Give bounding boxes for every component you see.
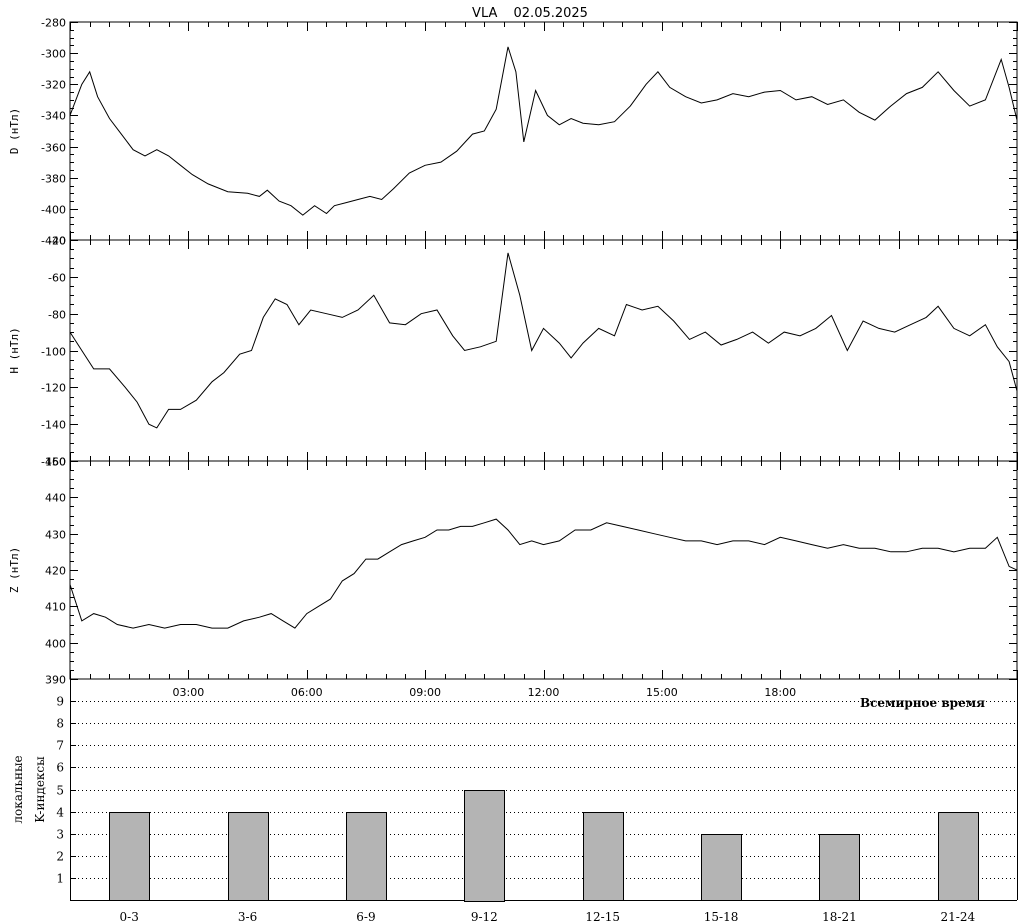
- y-tick-label: 410: [45, 601, 66, 614]
- k-category-label: 3-6: [238, 910, 257, 921]
- y-tick-label: 440: [45, 492, 66, 505]
- k-category-label: 18-21: [822, 910, 857, 921]
- h-trace: [69, 252, 1018, 429]
- y-tick-label: 400: [45, 638, 66, 651]
- y-tick-label: -40: [48, 235, 66, 248]
- title-station: VLA: [472, 6, 497, 21]
- k-index-bar: [346, 812, 387, 901]
- y-tick-label: -400: [41, 204, 66, 217]
- d-panel: -420 -400 -380 -360 -340 -320 -300 -280 D (нТл): [8, 17, 1018, 248]
- y-tick-label: -100: [41, 346, 66, 359]
- k-y-tick-label: 4: [56, 806, 64, 820]
- time-tick-label: 06:00: [291, 686, 323, 699]
- y-tick-label: -320: [41, 79, 66, 92]
- y-tick-label: 420: [45, 565, 66, 578]
- time-tick-label: 03:00: [173, 686, 205, 699]
- k-y-tick-label: 9: [56, 695, 64, 709]
- title-date: 02.05.2025: [514, 6, 588, 21]
- z-plot-frame: [69, 460, 1018, 680]
- k-index-bar: [819, 834, 860, 901]
- k-y-tick-label: 6: [56, 761, 64, 775]
- k-y-tick-label: 5: [56, 784, 64, 798]
- k-index-bar: [464, 790, 505, 902]
- k-index-bar: [228, 812, 269, 901]
- z-y-axis-label: Z (нТл): [8, 547, 21, 593]
- time-tick-label: 18:00: [764, 686, 796, 699]
- y-tick-label: -120: [41, 382, 66, 395]
- y-tick-label: -60: [48, 272, 66, 285]
- k-category-label: 9-12: [471, 910, 498, 921]
- k-index-bar: [938, 812, 979, 901]
- k-y-axis-label: K-индексы: [33, 756, 47, 823]
- y-tick-label: 450: [45, 456, 66, 469]
- k-category-label: 12-15: [585, 910, 620, 921]
- h-plot-frame: [69, 239, 1018, 462]
- y-tick-label: -140: [41, 419, 66, 432]
- y-tick-label: -360: [41, 142, 66, 155]
- k-index-bar: [701, 834, 742, 901]
- h-y-axis-label: H (нТл): [8, 327, 21, 373]
- k-category-label: 0-3: [120, 910, 139, 921]
- k-category-label: 15-18: [704, 910, 739, 921]
- d-y-axis-label: D (нТл): [8, 108, 21, 154]
- y-tick-label: -420: [41, 235, 66, 248]
- z-trace: [69, 518, 1018, 629]
- z-panel: 390 400 410 420 430 440 450 Z (нТл): [8, 456, 1018, 687]
- k-y-tick-label: 8: [56, 717, 64, 731]
- d-trace: [69, 46, 1018, 216]
- k-y-tick-label: 3: [56, 828, 64, 842]
- k-category-label: 21-24: [941, 910, 976, 921]
- h-panel: -160 -140 -120 -100 -80 -60 -40 H (нТл): [8, 235, 1018, 469]
- time-tick-label: 12:00: [528, 686, 560, 699]
- k-index-bar: [583, 812, 624, 901]
- k-index-bar: [109, 812, 150, 901]
- k-y-tick-label: 2: [56, 850, 64, 864]
- time-axis: 03:00 06:00 09:00 12:00 15:00 18:00: [173, 686, 797, 699]
- y-tick-label: -160: [41, 456, 66, 469]
- y-tick-label: -280: [41, 17, 66, 30]
- y-tick-label: -380: [41, 173, 66, 186]
- k-y-tick-label: 1: [56, 872, 64, 886]
- y-tick-label: -80: [48, 309, 66, 322]
- k-y-tick-label: 7: [56, 739, 64, 753]
- time-tick-label: 09:00: [409, 686, 441, 699]
- chart-title: VLA 02.05.2025: [472, 6, 588, 21]
- d-plot-frame: [69, 21, 1018, 241]
- k-index-panel: 1 2 3 4 5 6 7 8 9 0-3 3-6 6-9 9-12 12-15 15-18 18-21 21-…: [11, 679, 1018, 921]
- y-tick-label: -300: [41, 48, 66, 61]
- k-y-axis-label: локальные: [11, 755, 25, 823]
- k-category-label: 6-9: [356, 910, 375, 921]
- time-tick-label: 15:00: [646, 686, 678, 699]
- x-axis-label: Всемирное время: [860, 696, 985, 710]
- y-tick-label: -340: [41, 110, 66, 123]
- y-tick-label: 430: [45, 529, 66, 542]
- y-tick-label: 390: [45, 674, 66, 687]
